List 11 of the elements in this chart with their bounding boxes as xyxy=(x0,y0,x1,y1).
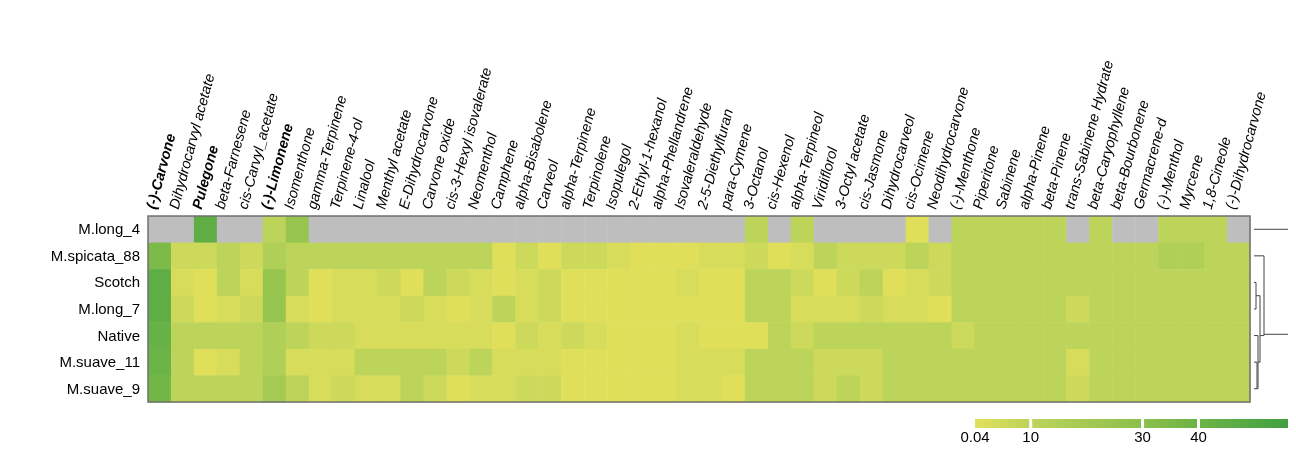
y-tick-label: Scotch xyxy=(94,273,140,291)
y-tick-label: M.suave_9 xyxy=(66,379,140,397)
y-tick-label: Native xyxy=(97,326,140,344)
color-bar-label: 10 xyxy=(1022,428,1040,445)
y-tick-label: M.spicata_88 xyxy=(50,246,140,264)
color-bar-label: 30 xyxy=(1134,428,1151,445)
y-tick-label: M.long_4 xyxy=(78,220,140,238)
y-tick-label: M.suave_11 xyxy=(59,353,140,371)
color-bar-label: 40 xyxy=(1190,428,1207,445)
color-bar-label: 0.04 xyxy=(960,428,990,445)
y-tick-label: M.long_7 xyxy=(78,300,140,317)
